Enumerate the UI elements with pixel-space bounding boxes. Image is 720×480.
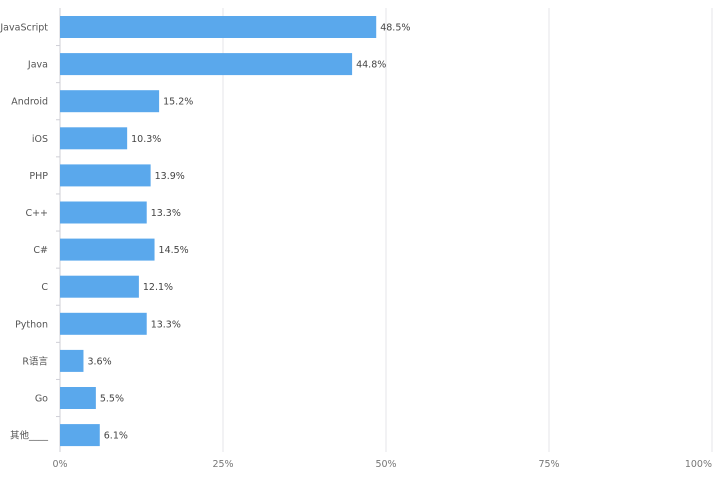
data-label: 44.8% [356,60,386,71]
category-label: C++ [25,208,48,219]
category-label: JavaScript [0,23,48,34]
bar [60,164,151,187]
data-label: 13.9% [155,171,185,182]
data-label: 12.1% [143,282,173,293]
data-label: 3.6% [87,356,111,367]
labels: 0% 25% 50% 75% 100% JavaScript 48.5% Java 44.8% A… [0,23,712,471]
category-label: R语言 [22,355,48,367]
bar [60,424,100,447]
gridlines [56,8,713,452]
x-tick-label: 100% [685,459,712,470]
category-label: Java [27,60,48,71]
data-label: 48.5% [380,23,410,34]
category-label: PHP [29,171,48,182]
data-label: 14.5% [159,245,189,256]
bar [60,349,84,372]
x-tick-label: 75% [538,459,559,470]
bar [60,53,353,76]
category-label: Go [35,394,48,405]
bar [60,201,147,224]
bar [60,238,155,261]
x-tick-label: 25% [212,459,233,470]
bar [60,90,160,113]
x-tick-label: 50% [375,459,396,470]
bar [60,312,147,335]
bars [60,16,377,447]
category-label: 其他____ [10,430,48,442]
category-label: iOS [32,134,48,145]
bar [60,387,96,409]
data-label: 13.3% [151,208,181,219]
category-label: C# [33,245,48,256]
category-label: Python [15,319,48,330]
bar [60,275,139,298]
bar [60,127,128,150]
data-label: 6.1% [104,431,128,442]
data-label: 13.3% [151,319,181,330]
data-label: 15.2% [163,97,193,108]
data-label: 5.5% [100,394,124,405]
category-label: C [41,282,48,293]
data-label: 10.3% [131,134,161,145]
category-label: Android [11,97,48,108]
bar [60,16,377,38]
x-tick-label: 0% [52,459,67,470]
